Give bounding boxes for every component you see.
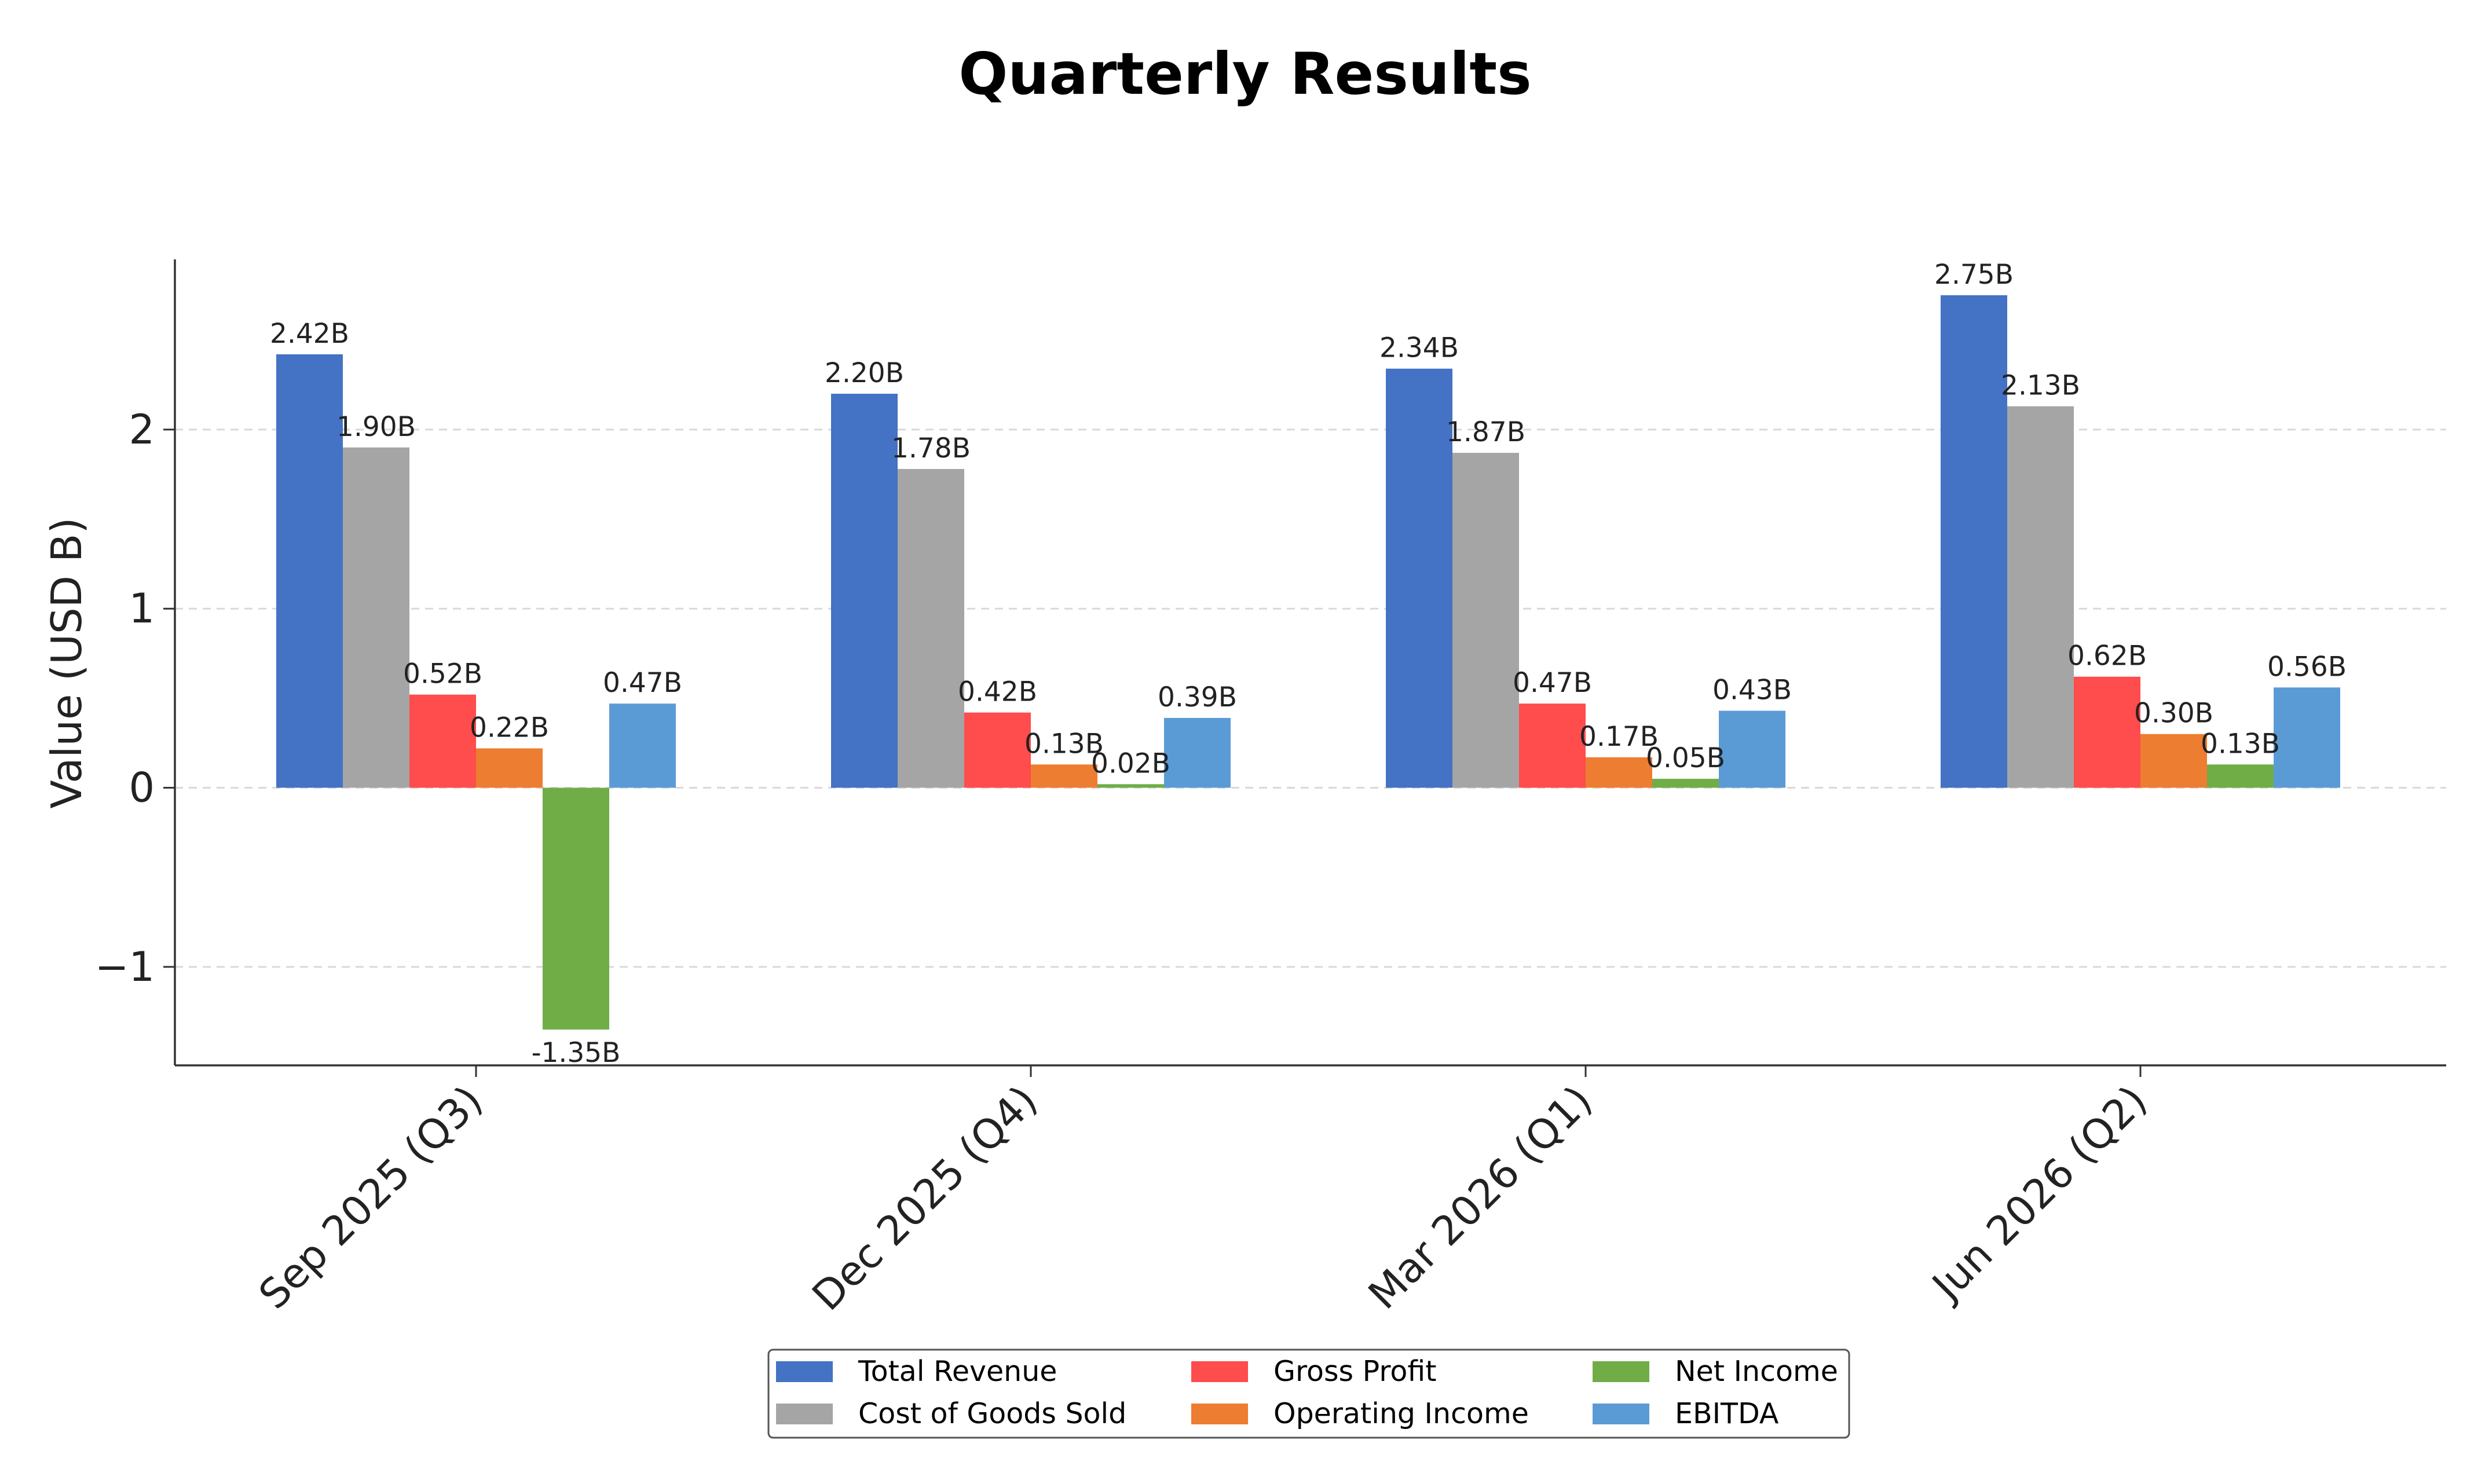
bar <box>1386 368 1452 788</box>
bar <box>2207 764 2274 788</box>
data-label: 2.75B <box>1934 259 2014 291</box>
data-label: 2.34B <box>1379 332 1459 364</box>
legend-label: EBITDA <box>1675 1397 1779 1430</box>
bar <box>1519 703 1586 788</box>
legend-box <box>767 1349 1850 1439</box>
bar <box>2140 734 2207 788</box>
data-label: 0.02B <box>1091 748 1170 779</box>
bar <box>1652 779 1719 788</box>
bar <box>409 694 476 788</box>
data-label: 0.42B <box>958 676 1037 708</box>
legend-swatch <box>776 1361 833 1382</box>
bars <box>276 295 2340 1030</box>
x-tick-label: Dec 2025 (Q4) <box>803 1076 1046 1320</box>
bar <box>276 354 343 788</box>
legend-swatch <box>776 1404 833 1424</box>
bar <box>1031 764 1097 788</box>
data-label: 0.56B <box>2267 651 2347 683</box>
bar <box>831 394 898 788</box>
legend-swatch <box>1191 1361 1248 1382</box>
bar <box>1941 295 2007 788</box>
axes: −1 0 1 2 Sep 2025 (Q3) Dec 2025 (Q4) Mar 2026 … <box>95 259 2446 1320</box>
legend-label: Total Revenue <box>858 1355 1057 1388</box>
bar <box>1719 710 1785 788</box>
bar <box>2007 406 2074 788</box>
legend-label: Net Income <box>1675 1355 1838 1388</box>
data-label: 0.39B <box>1158 681 1237 713</box>
bar <box>1097 784 1164 788</box>
data-label: 0.05B <box>1646 742 1725 774</box>
chart-title: Quarterly Results <box>958 40 1531 108</box>
data-label: 1.90B <box>336 411 416 443</box>
data-label: 0.62B <box>2067 640 2147 672</box>
bar <box>609 703 676 788</box>
legend-label: Cost of Goods Sold <box>858 1397 1126 1430</box>
data-label: 1.78B <box>891 433 971 464</box>
data-label: 2.42B <box>270 318 349 350</box>
data-label: 0.43B <box>1712 675 1792 706</box>
bar <box>1164 717 1231 788</box>
bar <box>1586 757 1652 788</box>
bar <box>964 712 1031 788</box>
bar <box>343 447 409 788</box>
data-label: 2.13B <box>2001 370 2080 402</box>
data-label: 0.47B <box>603 667 682 699</box>
x-tick-label: Jun 2026 (Q2) <box>1922 1076 2156 1311</box>
y-tick-label: 1 <box>129 585 155 632</box>
data-label: 0.47B <box>1513 667 1592 699</box>
data-label: 0.17B <box>1579 721 1659 753</box>
legend-swatch <box>1191 1404 1248 1424</box>
bar <box>476 748 543 788</box>
data-label: 2.20B <box>825 357 904 389</box>
data-label: 0.13B <box>2201 728 2280 760</box>
y-tick-label: −1 <box>95 943 155 991</box>
bar <box>2274 687 2340 788</box>
legend-label: Operating Income <box>1273 1397 1529 1430</box>
data-label: 1.87B <box>1446 416 1525 448</box>
data-labels: 2.42B 2.20B 2.34B 2.75B 1.90B 1.78B 1.87B 2.13B… <box>270 259 2347 1069</box>
bar <box>898 468 964 788</box>
bar <box>543 787 609 1030</box>
data-label: -1.35B <box>532 1037 621 1069</box>
legend-swatch <box>1593 1404 1649 1424</box>
legend: Total Revenue Cost of Goods Sold Gross Pro… <box>767 1349 1850 1439</box>
y-tick-label: 2 <box>129 406 155 453</box>
data-label: 0.52B <box>403 658 482 690</box>
legend-label: Gross Profit <box>1273 1355 1436 1388</box>
y-axis-label: Value (USD B) <box>42 518 91 809</box>
x-tick-label: Sep 2025 (Q3) <box>250 1076 492 1318</box>
legend-swatch <box>1593 1361 1649 1382</box>
bar <box>2074 676 2140 788</box>
x-tick-label: Mar 2026 (Q1) <box>1359 1076 1601 1318</box>
data-label: 0.22B <box>470 712 549 743</box>
data-label: 0.30B <box>2134 698 2213 730</box>
bar <box>1452 453 1519 788</box>
y-tick-label: 0 <box>129 764 155 812</box>
data-label: 0.13B <box>1024 728 1104 760</box>
